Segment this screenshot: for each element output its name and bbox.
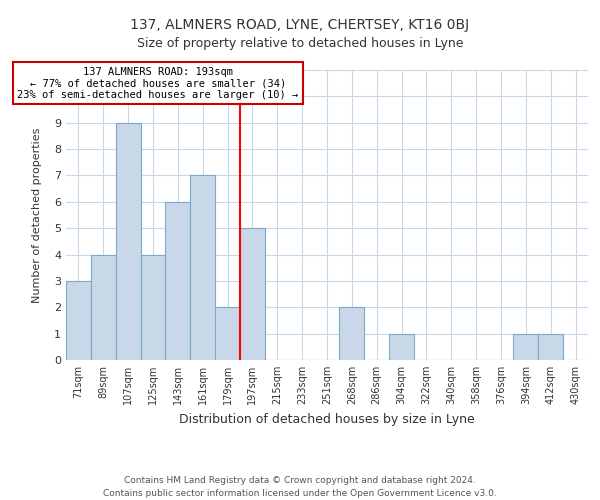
Y-axis label: Number of detached properties: Number of detached properties	[32, 128, 41, 302]
Bar	[66, 281, 91, 360]
Bar	[240, 228, 265, 360]
X-axis label: Distribution of detached houses by size in Lyne: Distribution of detached houses by size …	[179, 412, 475, 426]
Bar	[116, 122, 140, 360]
Bar	[215, 308, 240, 360]
Bar	[140, 254, 166, 360]
Text: 137 ALMNERS ROAD: 193sqm
← 77% of detached houses are smaller (34)
23% of semi-d: 137 ALMNERS ROAD: 193sqm ← 77% of detach…	[17, 66, 299, 100]
Bar	[166, 202, 190, 360]
Bar	[538, 334, 563, 360]
Bar	[389, 334, 414, 360]
Bar	[190, 176, 215, 360]
Text: Contains HM Land Registry data © Crown copyright and database right 2024.
Contai: Contains HM Land Registry data © Crown c…	[103, 476, 497, 498]
Bar	[340, 308, 364, 360]
Text: 137, ALMNERS ROAD, LYNE, CHERTSEY, KT16 0BJ: 137, ALMNERS ROAD, LYNE, CHERTSEY, KT16 …	[130, 18, 470, 32]
Bar	[514, 334, 538, 360]
Bar	[91, 254, 116, 360]
Text: Size of property relative to detached houses in Lyne: Size of property relative to detached ho…	[137, 38, 463, 51]
